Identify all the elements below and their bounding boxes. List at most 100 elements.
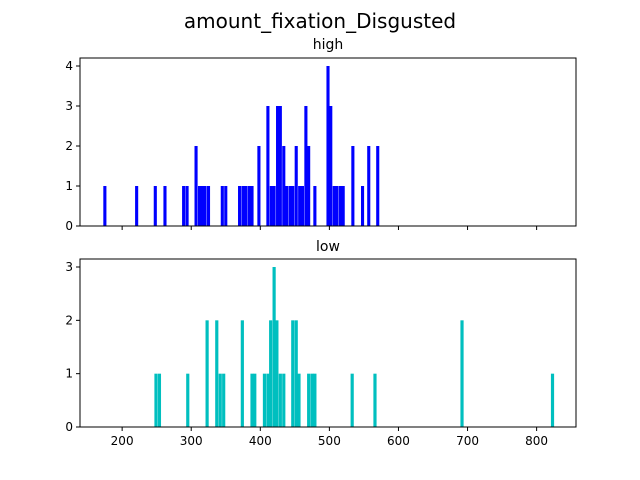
histogram-bar-high-28 bbox=[294, 146, 298, 226]
histogram-bar-high-39 bbox=[341, 186, 345, 226]
histogram-bar-high-29 bbox=[298, 186, 302, 226]
panel-low-title: low bbox=[316, 239, 340, 255]
y-tick-label-low-3: 3 bbox=[65, 260, 73, 274]
histogram-bar-low-12 bbox=[269, 320, 273, 427]
y-tick-label-high-0: 0 bbox=[65, 219, 73, 233]
histogram-bar-high-5 bbox=[185, 186, 189, 226]
histogram-bar-high-14 bbox=[241, 186, 245, 226]
panel-high-frame bbox=[79, 57, 577, 227]
histogram-bar-high-3 bbox=[163, 186, 167, 226]
histogram-bar-high-37 bbox=[335, 186, 339, 226]
x-tick-label-low-200: 200 bbox=[111, 434, 134, 448]
histogram-bar-high-9 bbox=[203, 186, 207, 226]
histogram-bar-high-12 bbox=[224, 186, 228, 226]
histogram-bar-low-0 bbox=[154, 373, 158, 427]
histogram-bar-low-3 bbox=[205, 320, 209, 427]
histogram-bar-low-2 bbox=[186, 373, 190, 427]
histogram-bar-low-7 bbox=[240, 320, 244, 427]
histogram-bar-low-10 bbox=[262, 373, 267, 427]
panel-low-frame bbox=[79, 258, 577, 428]
panel-low-xaxis: 200 300 400 500 600 700 800 bbox=[111, 427, 548, 448]
histogram-bar-high-6 bbox=[194, 146, 198, 226]
panel-high-bars bbox=[103, 66, 380, 226]
histogram-bar-high-15 bbox=[244, 186, 248, 226]
panel-high-xaxis bbox=[121, 226, 538, 230]
histogram-bar-low-25 bbox=[460, 320, 464, 427]
histogram-bar-high-10 bbox=[206, 186, 211, 226]
histogram-bar-high-7 bbox=[197, 186, 202, 226]
histogram-bar-low-8 bbox=[250, 373, 254, 427]
histogram-bar-low-5 bbox=[218, 373, 222, 427]
histogram-bar-high-4 bbox=[182, 186, 186, 226]
histogram-bar-high-20 bbox=[269, 186, 273, 226]
x-tick-label-low-800: 800 bbox=[525, 434, 548, 448]
y-tick-label-high-1: 1 bbox=[65, 179, 73, 193]
panel-high: high 0 1 2 3 4 bbox=[65, 37, 577, 233]
histogram-bar-low-19 bbox=[297, 373, 301, 427]
histogram-bar-high-34 bbox=[326, 66, 330, 226]
histogram-bar-low-22 bbox=[313, 373, 317, 427]
histogram-bar-high-21 bbox=[272, 186, 276, 226]
histogram-bar-high-40 bbox=[351, 146, 355, 226]
histogram-bar-high-17 bbox=[250, 186, 254, 226]
histogram-bar-low-9 bbox=[253, 373, 257, 427]
histogram-bar-high-1 bbox=[135, 186, 139, 226]
histogram-bar-high-27 bbox=[291, 186, 295, 226]
x-tick-label-low-700: 700 bbox=[456, 434, 479, 448]
histogram-bar-low-23 bbox=[350, 373, 354, 427]
histogram-bar-high-31 bbox=[304, 106, 308, 226]
histogram-bar-high-41 bbox=[360, 186, 365, 226]
histogram-bar-high-43 bbox=[376, 146, 380, 226]
histogram-bar-low-24 bbox=[373, 373, 377, 427]
histogram-bar-low-26 bbox=[550, 373, 555, 427]
histogram-bar-high-26 bbox=[288, 186, 292, 226]
histogram-bar-high-38 bbox=[338, 186, 342, 226]
histogram-bar-high-22 bbox=[276, 106, 280, 226]
histogram-bar-high-13 bbox=[238, 186, 242, 226]
histogram-bar-low-11 bbox=[266, 373, 270, 427]
histogram-bar-high-24 bbox=[282, 146, 286, 226]
histogram-bar-high-16 bbox=[247, 186, 251, 226]
y-tick-label-low-0: 0 bbox=[65, 420, 73, 434]
histogram-bar-low-17 bbox=[291, 320, 295, 427]
panel-high-yaxis: 0 1 2 3 4 bbox=[65, 59, 80, 233]
histogram-bar-high-32 bbox=[307, 146, 311, 226]
histogram-bar-high-18 bbox=[257, 146, 261, 226]
histogram-bar-high-30 bbox=[300, 186, 304, 226]
histogram-bar-low-16 bbox=[282, 373, 286, 427]
panel-low: low 200 300 400 500 600 700 800 0 1 2 3 bbox=[65, 239, 577, 448]
histogram-bar-low-4 bbox=[215, 320, 219, 427]
x-tick-label-low-300: 300 bbox=[180, 434, 203, 448]
x-tick-label-low-400: 400 bbox=[249, 434, 272, 448]
histogram-bar-low-15 bbox=[278, 373, 282, 427]
y-tick-label-low-1: 1 bbox=[65, 367, 73, 381]
histogram-bar-low-13 bbox=[272, 267, 276, 427]
y-tick-label-high-4: 4 bbox=[65, 59, 73, 73]
y-tick-label-high-2: 2 bbox=[65, 139, 73, 153]
x-tick-label-low-600: 600 bbox=[387, 434, 410, 448]
histogram-bar-high-0 bbox=[103, 186, 107, 226]
figure-title: amount_fixation_Disgusted bbox=[184, 9, 456, 33]
histogram-bar-low-20 bbox=[307, 373, 311, 427]
y-tick-label-high-3: 3 bbox=[65, 99, 73, 113]
histogram-bar-high-8 bbox=[200, 186, 204, 226]
histogram-bar-low-18 bbox=[294, 320, 298, 427]
histogram-bar-high-25 bbox=[285, 186, 289, 226]
histogram-bar-low-14 bbox=[275, 320, 279, 427]
panel-low-bars bbox=[154, 267, 555, 427]
panel-low-yaxis: 0 1 2 3 bbox=[65, 260, 80, 434]
histogram-bar-high-36 bbox=[332, 186, 336, 226]
histogram-bar-high-33 bbox=[313, 186, 317, 226]
histogram-bar-high-35 bbox=[329, 106, 333, 226]
y-tick-label-low-2: 2 bbox=[65, 313, 73, 327]
histogram-bar-high-19 bbox=[266, 106, 270, 226]
histogram-bar-high-2 bbox=[153, 186, 157, 226]
panel-high-title: high bbox=[313, 37, 344, 53]
histogram-bar-high-23 bbox=[278, 106, 282, 226]
x-tick-label-low-500: 500 bbox=[318, 434, 341, 448]
histogram-bar-low-1 bbox=[157, 373, 162, 427]
histogram-bar-high-11 bbox=[220, 186, 224, 226]
histogram-bar-low-6 bbox=[222, 373, 226, 427]
histogram-bar-low-21 bbox=[310, 373, 314, 427]
